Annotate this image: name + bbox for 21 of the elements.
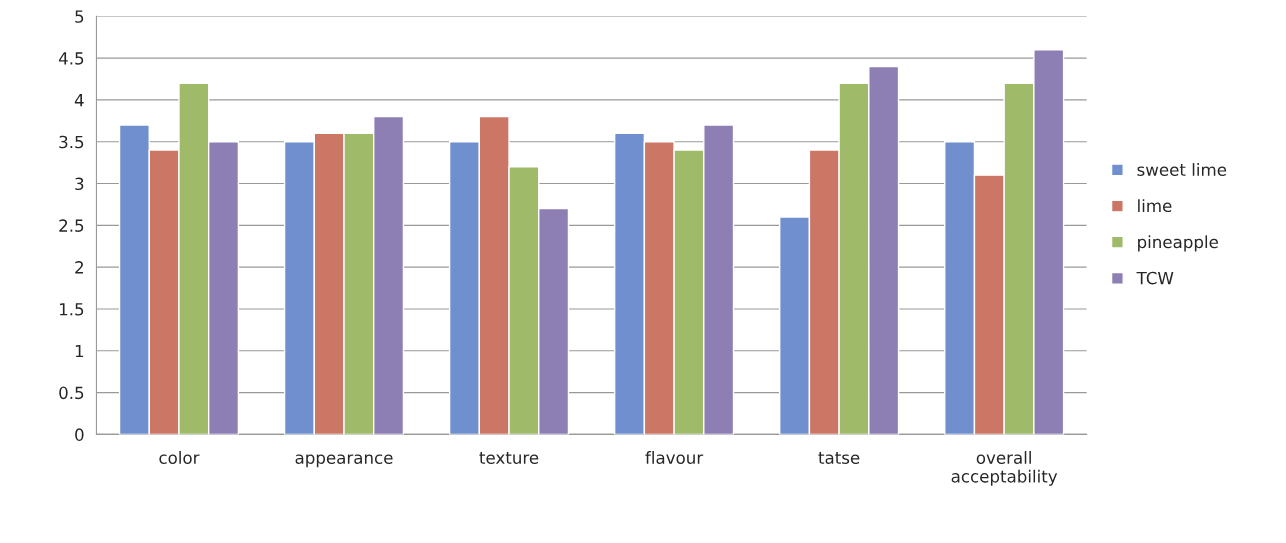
legend-label: sweet lime [1137,163,1227,176]
y-tick-label: 5 [75,10,84,23]
y-tick-label: 2 [75,261,83,274]
legend-label: lime [1138,199,1172,213]
x-tick-label: texture [479,452,539,464]
y-tick-label: 0.5 [59,386,84,400]
y-tick-label: 3.5 [59,135,84,149]
y-tick-label: 4 [74,94,84,107]
y-tick-label: 2.5 [59,219,84,232]
x-tick-label: appearance [295,454,393,468]
y-tick-label: 3 [75,177,84,191]
x-tick-label: tatse [818,452,860,464]
y-tick-label: 0 [75,428,84,441]
y-tick-label: 4.5 [58,52,84,65]
legend-label: TCW [1136,271,1174,285]
x-tick-label: color [159,451,200,464]
legend-label: pineapple [1138,235,1218,252]
y-tick-label: 1.5 [59,303,84,316]
x-tick-label: overall acceptability [951,451,1058,486]
x-tick-label: flavour [645,451,704,464]
y-tick-label: 1 [75,344,84,358]
